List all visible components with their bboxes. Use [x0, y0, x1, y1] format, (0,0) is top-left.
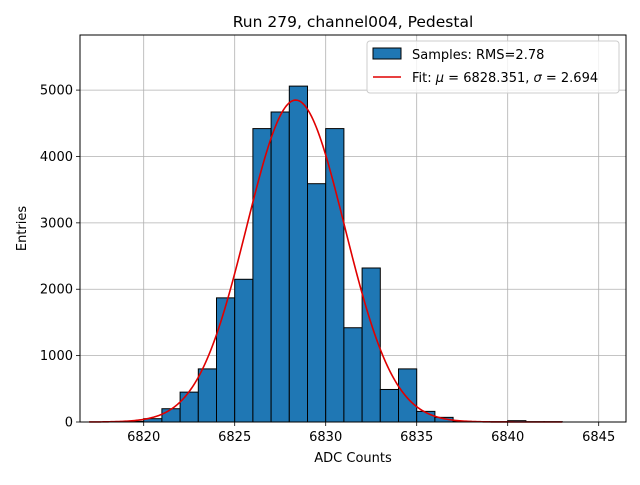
x-tick-label: 6820: [127, 430, 160, 445]
y-tick-label: 1000: [40, 349, 73, 364]
legend-label-samples: Samples: RMS=2.78: [412, 48, 544, 63]
legend-fit-mu-symbol: μ: [435, 71, 444, 86]
x-tick-label: 6840: [491, 430, 524, 445]
legend-fit-mu-value: = 6828.351,: [444, 71, 533, 86]
histogram-bar: [308, 184, 326, 422]
histogram-bar: [289, 86, 307, 422]
x-tick-label: 6845: [582, 430, 615, 445]
legend-fit-sigma-value: = 2.694: [542, 71, 598, 86]
chart-title: Run 279, channel004, Pedestal: [233, 13, 474, 31]
histogram-bar: [235, 279, 253, 422]
histogram-bar: [198, 369, 216, 422]
histogram-bar: [380, 389, 398, 422]
legend-label-fit: Fit: μ = 6828.351, σ = 2.694: [412, 71, 598, 86]
y-tick-label: 5000: [40, 84, 73, 99]
y-tick-label: 2000: [40, 283, 73, 298]
histogram-bar: [217, 298, 235, 422]
x-tick-label: 6830: [309, 430, 342, 445]
y-axis-label: Entries: [15, 206, 30, 252]
histogram-bar: [399, 369, 417, 422]
histogram-bar: [344, 328, 362, 422]
x-tick-label: 6835: [400, 430, 433, 445]
histogram-bar: [326, 129, 344, 422]
histogram-bar: [253, 129, 271, 422]
legend-swatch-samples: [373, 48, 401, 59]
y-tick-label: 3000: [40, 216, 73, 231]
y-tick-label: 0: [65, 416, 73, 431]
histogram-bar: [162, 409, 180, 422]
histogram-bar: [271, 112, 289, 422]
x-tick-label: 6825: [218, 430, 251, 445]
legend-fit-prefix: Fit:: [412, 71, 436, 86]
histogram-bar: [180, 392, 198, 422]
x-axis-label: ADC Counts: [314, 451, 392, 466]
histogram-bar: [362, 268, 380, 422]
y-tick-label: 4000: [40, 150, 73, 165]
legend: Samples: RMS=2.78 Fit: μ = 6828.351, σ =…: [367, 41, 619, 93]
